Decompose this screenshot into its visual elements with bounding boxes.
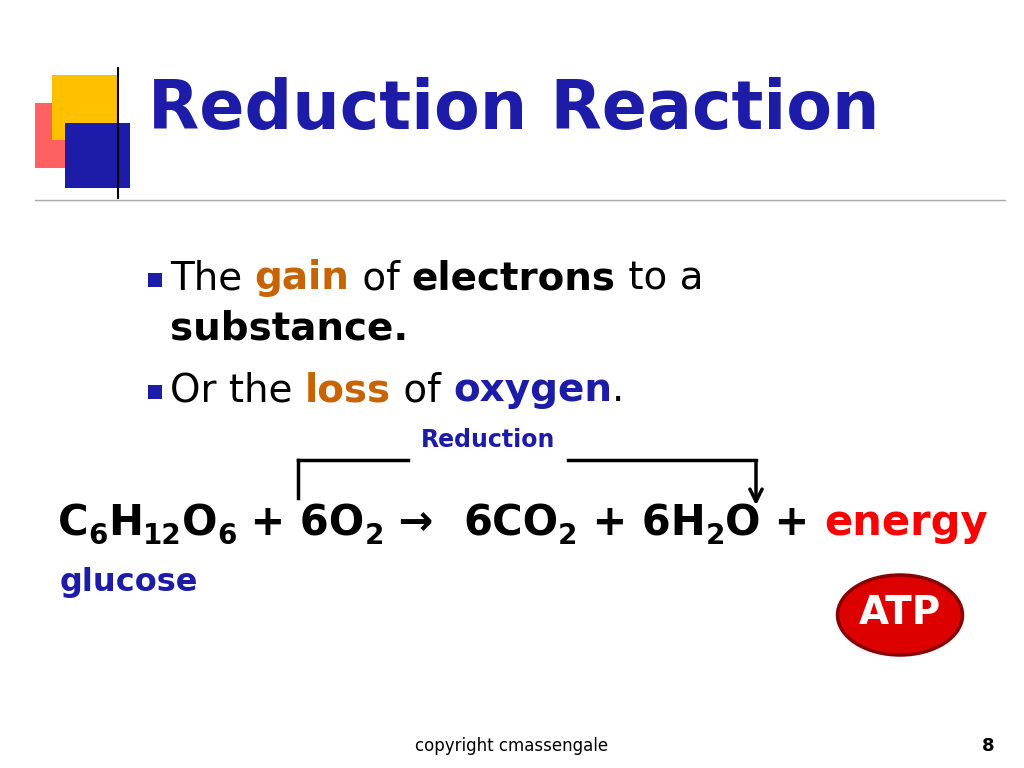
- Text: to a: to a: [615, 259, 703, 297]
- Text: of: of: [349, 259, 412, 297]
- Text: 6: 6: [217, 522, 237, 550]
- Text: 6: 6: [89, 522, 108, 550]
- Bar: [35, 103, 100, 168]
- Text: + 6O: + 6O: [237, 502, 365, 544]
- Text: C: C: [58, 502, 89, 544]
- Text: .: .: [612, 371, 625, 409]
- Text: H: H: [108, 502, 143, 544]
- Text: oxygen: oxygen: [454, 371, 612, 409]
- Text: Reduction: Reduction: [421, 428, 555, 452]
- Bar: [148, 385, 162, 399]
- Bar: [65, 123, 130, 188]
- Bar: [148, 273, 162, 287]
- Text: substance.: substance.: [170, 309, 409, 347]
- Text: loss: loss: [305, 371, 391, 409]
- Text: glucose: glucose: [60, 568, 199, 598]
- Text: electrons: electrons: [412, 259, 615, 297]
- Text: 2: 2: [365, 522, 384, 550]
- Text: 2: 2: [706, 522, 725, 550]
- Bar: [52, 75, 117, 140]
- Text: The: The: [170, 259, 255, 297]
- Text: 2: 2: [558, 522, 578, 550]
- Text: energy: energy: [824, 502, 987, 544]
- Text: O: O: [181, 502, 217, 544]
- Text: 8: 8: [982, 737, 994, 755]
- Text: of: of: [391, 371, 454, 409]
- Text: gain: gain: [255, 259, 349, 297]
- Text: +: +: [760, 502, 824, 544]
- Text: →: →: [384, 502, 449, 544]
- Text: O: O: [725, 502, 760, 544]
- Text: Reduction Reaction: Reduction Reaction: [148, 77, 880, 143]
- Text: ATP: ATP: [859, 594, 941, 632]
- Text: 12: 12: [143, 522, 181, 550]
- Text: + 6H: + 6H: [578, 502, 706, 544]
- Ellipse shape: [838, 575, 963, 655]
- Text: copyright cmassengale: copyright cmassengale: [416, 737, 608, 755]
- Text: 6CO: 6CO: [463, 502, 558, 544]
- Text: Or the: Or the: [170, 371, 305, 409]
